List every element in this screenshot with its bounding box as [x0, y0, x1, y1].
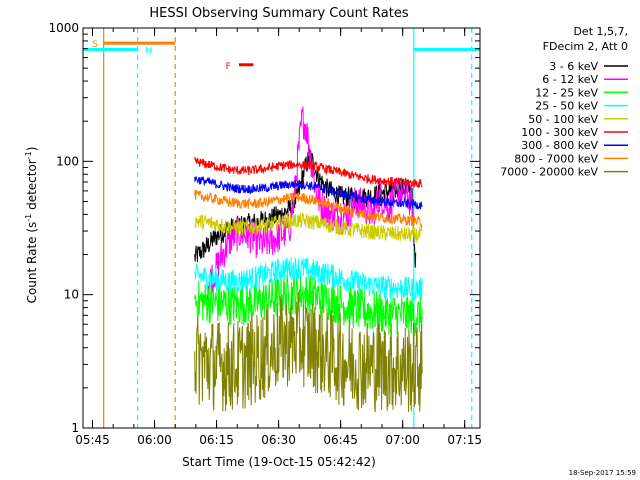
legend-label-3: 25 - 50 keV [535, 100, 598, 113]
flag-label-f-3: F [226, 62, 231, 72]
x-tick-label-5: 07:00 [385, 433, 420, 447]
series-line-3-0 [194, 257, 423, 301]
observing-flags: S N F [83, 40, 480, 72]
legend-label-8: 7000 - 20000 keV [500, 166, 598, 179]
series-line-4-0 [194, 212, 423, 244]
x-tick-label-2: 06:15 [199, 433, 234, 447]
x-tick-label-6: 07:15 [447, 433, 482, 447]
legend-label-4: 50 - 100 keV [528, 113, 598, 126]
legend-header-line-1: Det 1,5,7, [573, 25, 628, 38]
legend-label-5: 100 - 300 keV [521, 126, 598, 139]
legend-label-6: 300 - 800 keV [521, 139, 598, 152]
y-tick-label-2: 100 [56, 154, 79, 168]
y-axis-label: Count Rate (s-1 detector-1) [24, 147, 39, 304]
x-axis-ticks: 05:45 06:00 06:15 06:30 06:45 07:00 07:15 [75, 28, 482, 447]
plot-area: SNF 05:45 06:00 06:15 06:30 06:45 07:00 07:15 … [48, 21, 482, 447]
x-tick-label-1: 06:00 [137, 433, 172, 447]
series-line-5-0 [194, 156, 423, 189]
y-tick-label-3: 1000 [48, 21, 79, 35]
x-axis-label: Start Time (19-Oct-15 05:42:42) [182, 455, 376, 469]
x-tick-label-3: 06:30 [261, 433, 296, 447]
x-tick-label-4: 06:45 [323, 433, 358, 447]
x-tick-label-0: 05:45 [75, 433, 110, 447]
footer-timestamp: 18-Sep-2017 15:59 [569, 469, 636, 477]
legend-label-1: 6 - 12 keV [542, 73, 598, 86]
series-line-1-0 [206, 106, 415, 301]
chart-title: HESSI Observing Summary Count Rates [149, 6, 408, 21]
y-axis-ticks: 1 10 100 1000 [48, 21, 480, 435]
legend-label-7: 800 - 7000 keV [514, 152, 598, 165]
series-line-7-0 [194, 189, 423, 229]
y-tick-label-1: 10 [64, 288, 79, 302]
legend-label-2: 12 - 25 keV [535, 86, 598, 99]
flag-label-n-1: N [145, 46, 152, 56]
series-line-2-0 [194, 274, 423, 336]
legend-label-0: 3 - 6 keV [549, 60, 598, 73]
series-lines [194, 106, 423, 413]
series-line-6-0 [194, 176, 423, 210]
y-tick-label-0: 1 [71, 421, 79, 435]
flag-label-s-0: S [92, 40, 98, 50]
plot-frame [82, 27, 481, 429]
series-line-8-0 [194, 291, 423, 413]
legend-header-line-2: FDecim 2, Att 0 [543, 40, 628, 53]
series-line-0-0 [194, 147, 417, 268]
